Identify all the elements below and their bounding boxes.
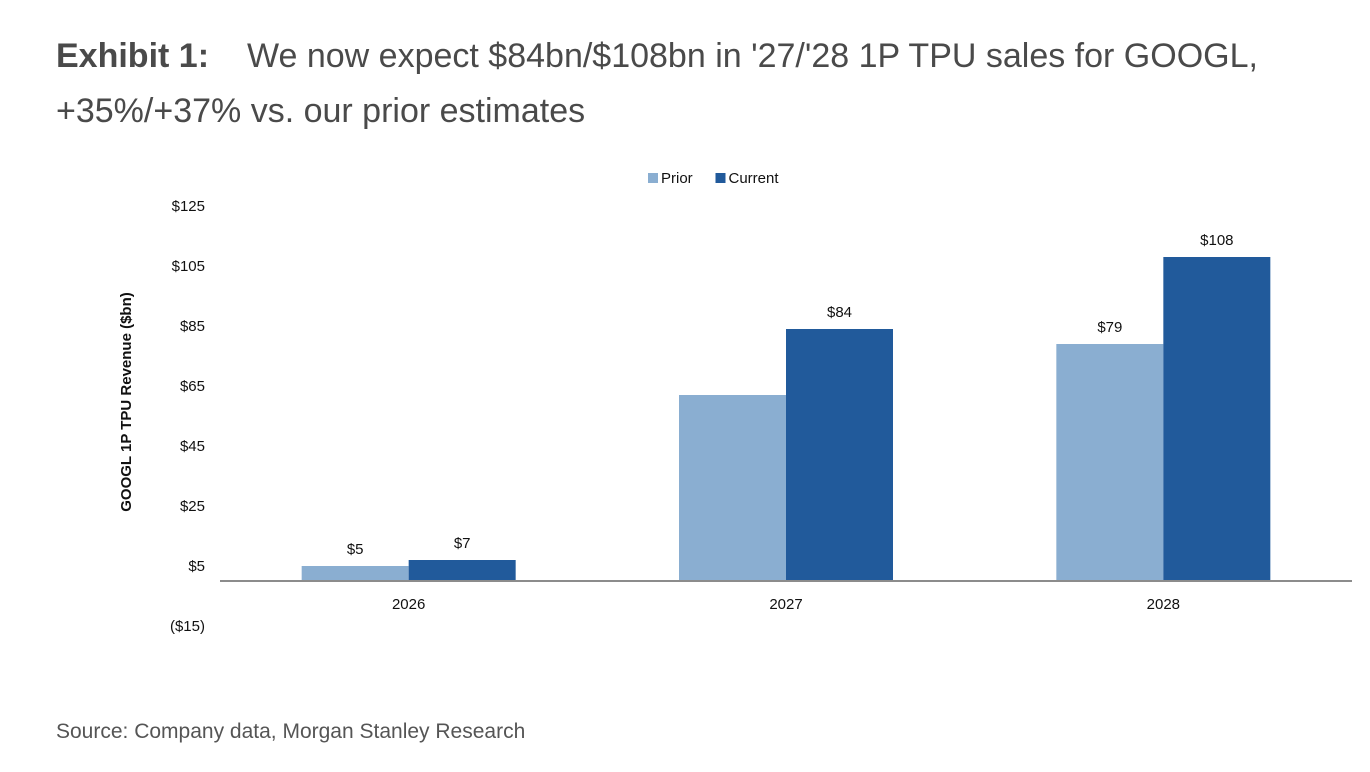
x-tick-label: 2026 [392, 596, 425, 613]
chart-title: We now expect $84bn/$108bn in '27/'28 1P… [247, 37, 1258, 75]
data-label: $5 [347, 541, 364, 558]
exhibit-label: Exhibit 1: [56, 37, 210, 75]
data-label: $7 [454, 535, 471, 552]
y-tick-label: $65 [180, 378, 205, 395]
bar-current-2026 [408, 560, 516, 581]
y-tick-label: $5 [188, 558, 205, 575]
legend-label: Prior [661, 170, 693, 187]
y-axis: $125 $105 $85 $65 $45 $25 $5 ($15) GOOGL 1P TPU … [118, 198, 205, 635]
x-tick-label: 2028 [1147, 596, 1180, 613]
x-axis: 2026 2027 2028 [220, 580, 1352, 613]
bar-current-2028 [1163, 257, 1271, 581]
chart-subtitle: +35%/+37% vs. our prior estimates [56, 92, 586, 130]
y-tick-label: $125 [172, 198, 205, 215]
source-note: Source: Company data, Morgan Stanley Res… [56, 720, 526, 743]
y-tick-label: $45 [180, 438, 205, 455]
chart-title-line-1: Exhibit 1: We now expect $84bn/$108bn in … [56, 36, 1258, 76]
bar-current-2027 [786, 329, 893, 581]
legend: Prior Current [648, 170, 779, 187]
y-tick-label: $85 [180, 318, 205, 335]
bar-chart: Prior Current $125 $105 $85 $65 $45 $25 $5 ($15)… [118, 170, 1352, 635]
legend-swatch [648, 173, 658, 183]
data-label: $108 [1200, 232, 1233, 249]
bar-prior-2026 [301, 566, 409, 581]
bars: $5 $7 $84 $79 $108 [301, 232, 1271, 581]
bar-prior-2027 [679, 395, 786, 581]
legend-label: Current [729, 170, 780, 187]
x-tick-label: 2027 [769, 596, 802, 613]
data-label: $79 [1097, 319, 1122, 336]
y-tick-label: ($15) [170, 618, 205, 635]
y-tick-label: $105 [172, 258, 205, 275]
data-label: $84 [827, 304, 852, 321]
legend-swatch [715, 173, 726, 183]
y-axis-title: GOOGL 1P TPU Revenue ($bn) [118, 292, 135, 512]
bar-prior-2028 [1056, 344, 1164, 581]
y-tick-label: $25 [180, 498, 205, 515]
